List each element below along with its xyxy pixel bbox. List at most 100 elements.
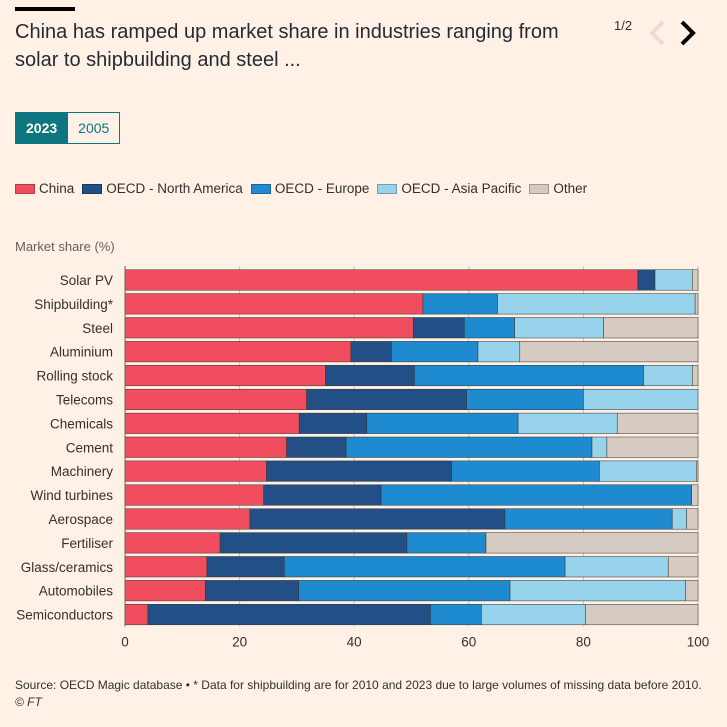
bar-segment (124, 293, 424, 315)
bar-segment (286, 436, 347, 458)
bar-segment (691, 484, 699, 506)
bar-segment (249, 508, 506, 530)
bar-segment (124, 388, 307, 410)
legend-item: OECD - Asia Pacific (377, 181, 521, 196)
previous-chart-button[interactable] (645, 18, 671, 48)
x-tick-label: 40 (347, 635, 362, 650)
bar-segment (451, 460, 600, 482)
category-label: Chemicals (50, 416, 113, 431)
chart-title: China has ramped up market share in indu… (15, 21, 559, 71)
ft-credit: © FT (15, 695, 42, 709)
bar-segment (430, 604, 482, 626)
category-label: Fertiliser (61, 536, 113, 551)
bar-segment (463, 317, 515, 339)
bar-segment (124, 604, 149, 626)
bar-segment (485, 532, 699, 554)
bar-segment (517, 412, 618, 434)
bar-segment (422, 293, 498, 315)
bar-segment (585, 604, 699, 626)
x-tick-label: 80 (576, 635, 591, 650)
bar-segment (206, 556, 285, 578)
bar-segment (466, 388, 584, 410)
page-indicator: 1/2 (614, 18, 633, 33)
bar-segment (350, 341, 392, 363)
bar-segment (606, 436, 699, 458)
bar-segment (366, 412, 519, 434)
bar-segment (599, 460, 697, 482)
legend-label: OECD - North America (106, 181, 243, 196)
bar-segment (643, 365, 693, 387)
legend-label: OECD - Asia Pacific (401, 181, 522, 196)
bar-segment (481, 604, 586, 626)
bar-segment (509, 580, 686, 602)
bar-segment (692, 365, 699, 387)
bar-segment (124, 365, 326, 387)
source-note: Source: OECD Magic database • * Data for… (15, 678, 702, 692)
bar-segment (345, 436, 593, 458)
legend: China OECD - North America OECD - Europe OE… (15, 181, 595, 196)
bar-segment (591, 436, 608, 458)
bar-segment (380, 484, 692, 506)
bar-segment (654, 269, 693, 291)
category-label: Solar PV (60, 273, 113, 288)
bar-segment (219, 532, 408, 554)
bar-segment (266, 460, 452, 482)
year-2023-button[interactable]: 2023 (15, 112, 69, 144)
bar-segment (124, 269, 639, 291)
next-chart-button[interactable] (674, 18, 700, 48)
year-toggle: 2023 2005 (15, 112, 121, 144)
category-label: Aluminium (50, 345, 113, 360)
legend-item: China (15, 181, 74, 196)
bar-segment (298, 412, 368, 434)
category-label: Rolling stock (36, 369, 113, 384)
bar-segment (284, 556, 566, 578)
bar-segment (147, 604, 431, 626)
bar-segment (124, 556, 208, 578)
category-label: Automobiles (39, 584, 114, 599)
legend-label: China (39, 181, 75, 196)
x-tick-label: 20 (232, 635, 247, 650)
bar-segment (696, 460, 699, 482)
bar-segment (685, 580, 699, 602)
bar-segment (298, 580, 511, 602)
stacked-bar-chart: Solar PV Shipbuilding* Steel Aluminium Rolli… (16, 266, 709, 650)
bar-segment (497, 293, 696, 315)
bar-segment (204, 580, 299, 602)
category-label: Glass/ceramics (21, 560, 114, 575)
brand-bar (15, 7, 75, 11)
x-tick-label: 60 (461, 635, 476, 650)
bar-segment (124, 341, 352, 363)
bar-segment (124, 484, 264, 506)
bar-segment (306, 388, 467, 410)
bar-segment (124, 436, 287, 458)
bar-segment (671, 508, 687, 530)
year-2005-button[interactable]: 2005 (68, 112, 121, 144)
chevron-right-icon (680, 20, 696, 46)
bar-segment (124, 460, 267, 482)
bar-segment (519, 341, 699, 363)
x-tick-label: 0 (121, 635, 129, 650)
bar-segment (686, 508, 699, 530)
category-label: Cement (66, 440, 114, 455)
bar-segment (406, 532, 487, 554)
bar-segment (124, 580, 206, 602)
chevron-left-icon (649, 20, 665, 46)
bar-segment (414, 365, 644, 387)
bar-segment (603, 317, 699, 339)
category-label: Machinery (51, 464, 114, 479)
bar-segment (514, 317, 604, 339)
bar-segment (694, 293, 699, 315)
bar-segment (616, 412, 699, 434)
bar-segment (692, 269, 699, 291)
bar-segment (667, 556, 699, 578)
legend-swatch (250, 183, 271, 194)
bar-segment (124, 532, 221, 554)
bar-segment (124, 412, 300, 434)
legend-swatch (377, 183, 398, 194)
category-label: Wind turbines (30, 488, 113, 503)
category-label: Telecoms (56, 392, 113, 407)
legend-label: Other (553, 181, 588, 196)
category-label: Shipbuilding* (34, 297, 114, 312)
legend-item: Other (529, 181, 587, 196)
bar-segment (325, 365, 415, 387)
